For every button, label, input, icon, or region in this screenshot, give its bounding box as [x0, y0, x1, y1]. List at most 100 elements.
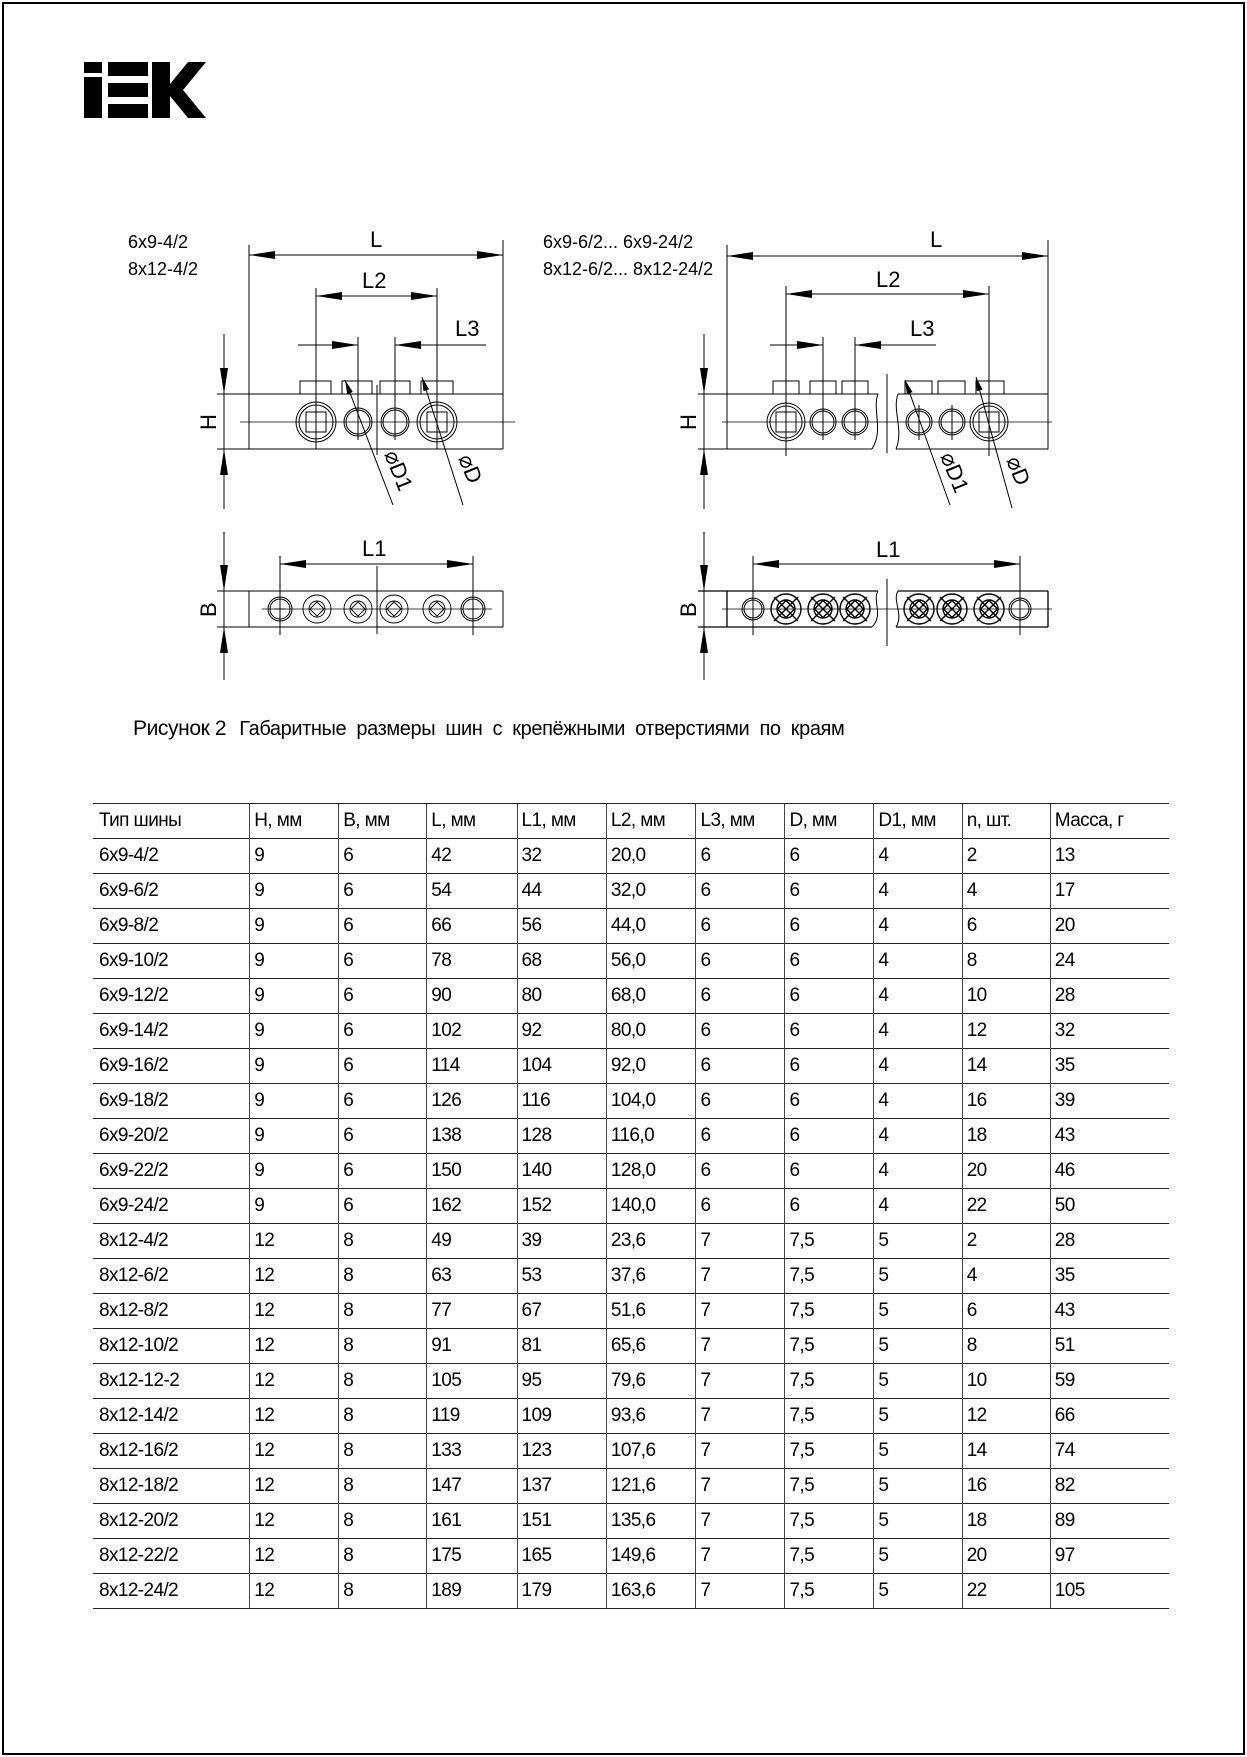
table-cell: 12 [249, 1468, 339, 1504]
table-cell: 6 [338, 1013, 427, 1049]
model-label: 6x9-6/2... 6x9-24/2 [543, 232, 693, 252]
table-cell: 6 [784, 838, 874, 874]
table-cell: 6x9-18/2 [93, 1083, 250, 1119]
dim-label-b: B [196, 602, 221, 617]
table-cell: 9 [249, 1048, 339, 1084]
table-cell: 8 [338, 1398, 427, 1434]
column-header: L3, мм [695, 803, 785, 839]
table-cell: 14 [961, 1048, 1051, 1084]
dim-label-l3: L3 [455, 316, 479, 341]
table-cell: 12 [249, 1363, 339, 1399]
dim-label-d: ⌀D [1001, 453, 1035, 489]
table-cell: 5 [873, 1328, 963, 1364]
table-cell: 12 [961, 1013, 1051, 1049]
dim-label-l2: L2 [362, 268, 386, 293]
table-cell: 68 [516, 943, 607, 979]
table-cell: 7 [695, 1538, 785, 1574]
table-cell: 20 [961, 1153, 1051, 1189]
table-cell: 126 [426, 1083, 518, 1119]
table-cell: 7,5 [784, 1573, 874, 1609]
table-cell: 121,6 [605, 1468, 696, 1504]
column-header: L1, мм [516, 803, 607, 839]
dim-label-l2: L2 [876, 267, 900, 292]
table-cell: 6 [338, 1083, 427, 1119]
table-row: 6x9-8/2 9 6 66 56 44,0 6 6 4 6 20 [93, 908, 1169, 944]
table-cell: 9 [249, 1118, 339, 1154]
table-cell: 179 [516, 1573, 607, 1609]
table-cell: 133 [426, 1433, 518, 1469]
table-cell: 109 [516, 1398, 607, 1434]
table-cell: 50 [1049, 1188, 1169, 1224]
table-cell: 44,0 [605, 908, 696, 944]
table-cell: 35 [1049, 1048, 1169, 1084]
table-cell: 107,6 [605, 1433, 696, 1469]
table-cell: 152 [516, 1188, 607, 1224]
table-cell: 63 [426, 1258, 518, 1294]
table-cell: 39 [516, 1223, 607, 1259]
dim-label-l3: L3 [910, 316, 934, 341]
table-cell: 4 [961, 873, 1051, 909]
table-cell: 6 [784, 1013, 874, 1049]
column-header: Масса, г [1049, 803, 1169, 839]
table-cell: 4 [873, 1188, 963, 1224]
table-cell: 4 [873, 1083, 963, 1119]
table-cell: 4 [873, 1153, 963, 1189]
table-cell: 161 [426, 1503, 518, 1539]
column-header: H, мм [249, 803, 339, 839]
table-cell: 8 [338, 1433, 427, 1469]
table-cell: 89 [1049, 1503, 1169, 1539]
table-cell: 6 [695, 943, 785, 979]
table-cell: 4 [873, 838, 963, 874]
screw-heads [302, 594, 452, 624]
table-cell: 9 [249, 873, 339, 909]
table-cell: 102 [426, 1013, 518, 1049]
table-cell: 6x9-12/2 [93, 978, 250, 1014]
table-cell: 13 [1049, 838, 1169, 874]
table-cell: 7 [695, 1468, 785, 1504]
table-cell: 35 [1049, 1258, 1169, 1294]
table-cell: 9 [249, 943, 339, 979]
table-cell: 92,0 [605, 1048, 696, 1084]
screw-heads [770, 593, 1005, 625]
table-cell: 20 [1049, 908, 1169, 944]
table-cell: 79,6 [605, 1363, 696, 1399]
table-cell: 6 [784, 1188, 874, 1224]
table-cell: 149,6 [605, 1538, 696, 1574]
table-cell: 6x9-16/2 [93, 1048, 250, 1084]
table-cell: 7,5 [784, 1328, 874, 1364]
table-row: 8x12-22/2 12 8 175 165 149,6 7 7,5 5 20 97 [93, 1538, 1169, 1574]
table-cell: 128 [516, 1118, 607, 1154]
table-row: 8x12-4/2 12 8 49 39 23,6 7 7,5 5 2 28 [93, 1223, 1169, 1259]
table-cell: 116,0 [605, 1118, 696, 1154]
table-cell: 7,5 [784, 1503, 874, 1539]
dim-label-b: B [676, 602, 701, 617]
table-cell: 43 [1049, 1118, 1169, 1154]
table-cell: 8x12-10/2 [93, 1328, 250, 1364]
table-cell: 66 [1049, 1398, 1169, 1434]
table-cell: 6 [338, 978, 427, 1014]
table-cell: 6x9-14/2 [93, 1013, 250, 1049]
table-cell: 7 [695, 1398, 785, 1434]
dimensions-table: Тип шины H, мм B, мм L, мм L1, мм L2, мм L3, м… [93, 803, 1169, 1609]
table-cell: 4 [873, 1048, 963, 1084]
table-cell: 163,6 [605, 1573, 696, 1609]
table-cell: 81 [516, 1328, 607, 1364]
dim-label-h: H [196, 414, 221, 430]
table-cell: 56 [516, 908, 607, 944]
table-cell: 56,0 [605, 943, 696, 979]
mounting-hole [267, 596, 293, 622]
table-cell: 7,5 [784, 1433, 874, 1469]
table-cell: 137 [516, 1468, 607, 1504]
table-cell: 8 [338, 1363, 427, 1399]
column-header: D, мм [784, 803, 874, 839]
table-cell: 165 [516, 1538, 607, 1574]
table-cell: 175 [426, 1538, 518, 1574]
table-cell: 8x12-22/2 [93, 1538, 250, 1574]
table-cell: 6 [784, 1083, 874, 1119]
table-cell: 6 [784, 873, 874, 909]
table-cell: 68,0 [605, 978, 696, 1014]
table-cell: 8x12-18/2 [93, 1468, 250, 1504]
table-cell: 22 [961, 1188, 1051, 1224]
mounting-hole [1008, 597, 1032, 621]
